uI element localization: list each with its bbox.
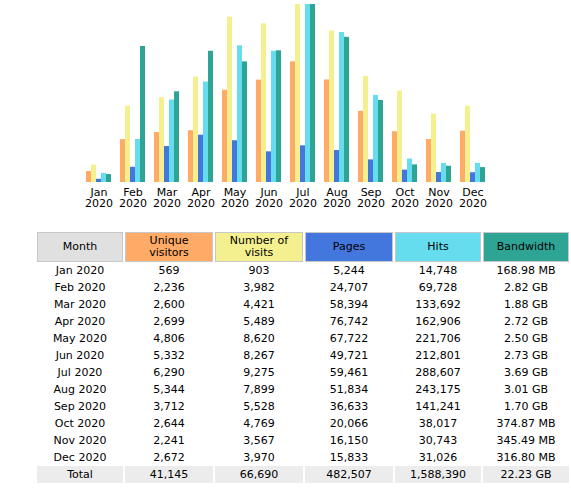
html-text:2.72 GB: 2.72 GB [504, 315, 548, 328]
html-text:69,728: 69,728 [418, 281, 458, 294]
html-text:141,241: 141,241 [415, 400, 461, 413]
html-text:May 2020: May 2020 [52, 332, 108, 345]
html-text:14,748: 14,748 [418, 264, 458, 277]
html-text:374.87 MB: 374.87 MB [496, 417, 556, 430]
html-text:38,017: 38,017 [418, 417, 458, 430]
html-text:5,489: 5,489 [243, 315, 275, 328]
html-text:1,588,390: 1,588,390 [410, 468, 466, 481]
html-text:5,332: 5,332 [153, 349, 185, 362]
html-text:8,620: 8,620 [243, 332, 275, 345]
html-text:Jan 2020: Jan 2020 [55, 264, 105, 277]
html-text:2.73 GB: 2.73 GB [504, 349, 548, 362]
svg-text:Jan2020: Jan2020 [85, 186, 113, 210]
html-text:51,834: 51,834 [329, 383, 369, 396]
svg-text:Oct2020: Oct2020 [391, 186, 419, 210]
html-text:4,421: 4,421 [243, 298, 275, 311]
html-text:20,066: 20,066 [329, 417, 369, 430]
html-text:133,692: 133,692 [415, 298, 461, 311]
html-text:58,394: 58,394 [329, 298, 369, 311]
html-text:30,743: 30,743 [418, 434, 458, 447]
html-text:49,721: 49,721 [329, 349, 369, 362]
html-text:Total: Total [67, 468, 93, 481]
html-text:Feb 2020: Feb 2020 [54, 281, 106, 294]
html-text:76,742: 76,742 [329, 315, 369, 328]
svg-text:Jul2020: Jul2020 [289, 186, 317, 210]
svg-text:Aug2020: Aug2020 [323, 186, 351, 210]
html-text:162,906: 162,906 [415, 315, 461, 328]
html-text:3,970: 3,970 [243, 451, 275, 464]
html-text:2,672: 2,672 [153, 451, 185, 464]
html-text:4,806: 4,806 [153, 332, 185, 345]
html-text:2,600: 2,600 [153, 298, 185, 311]
html-text:16,150: 16,150 [329, 434, 369, 447]
html-text:Jun 2020: Jun 2020 [55, 349, 105, 362]
html-text:Mar 2020: Mar 2020 [53, 298, 107, 311]
html-text:15,833: 15,833 [329, 451, 369, 464]
html-text:2,236: 2,236 [153, 281, 185, 294]
html-text:Number of visits: Number of visits [229, 234, 289, 259]
html-text:8,267: 8,267 [243, 349, 275, 362]
html-text:31,026: 31,026 [418, 451, 458, 464]
html-text:Hits: Hits [427, 240, 449, 253]
html-text:243,175: 243,175 [415, 383, 461, 396]
svg-text:Apr2020: Apr2020 [187, 186, 215, 210]
html-text:67,722: 67,722 [329, 332, 369, 345]
html-text:1.70 GB: 1.70 GB [504, 400, 548, 413]
html-text:2,241: 2,241 [153, 434, 185, 447]
html-text:3,712: 3,712 [153, 400, 185, 413]
svg-text:May2020: May2020 [221, 186, 249, 210]
html-text:24,707: 24,707 [329, 281, 369, 294]
html-text:345.49 MB: 345.49 MB [496, 434, 556, 447]
html-text:168.98 MB: 168.98 MB [496, 264, 556, 277]
html-text:5,344: 5,344 [153, 383, 185, 396]
html-text:3,982: 3,982 [243, 281, 275, 294]
html-text:2,699: 2,699 [153, 315, 185, 328]
html-text:9,275: 9,275 [243, 366, 275, 379]
html-text:Month: Month [62, 240, 98, 253]
svg-text:Feb2020: Feb2020 [119, 186, 147, 210]
html-text:2.50 GB: 2.50 GB [504, 332, 548, 345]
html-text:482,507: 482,507 [326, 468, 372, 481]
html-text:Aug 2020: Aug 2020 [53, 383, 107, 396]
html-text:5,528: 5,528 [243, 400, 275, 413]
html-text:288,607: 288,607 [415, 366, 461, 379]
html-text:221,706: 221,706 [415, 332, 461, 345]
html-text:3.69 GB: 3.69 GB [504, 366, 548, 379]
html-text:Unique visitors: Unique visitors [149, 234, 189, 259]
html-text:Pages: Pages [332, 240, 366, 253]
html-text:36,633: 36,633 [329, 400, 369, 413]
svg-text:Jun2020: Jun2020 [255, 186, 283, 210]
svg-text:Dec2020: Dec2020 [459, 186, 487, 210]
html-text:569: 569 [158, 264, 180, 277]
html-text:316.80 MB: 316.80 MB [496, 451, 556, 464]
html-text:1.88 GB: 1.88 GB [504, 298, 548, 311]
html-text:3,567: 3,567 [243, 434, 275, 447]
html-text:22.23 GB: 22.23 GB [500, 468, 552, 481]
html-text:Bandwidth: Bandwidth [496, 240, 556, 253]
svg-text:Sep2020: Sep2020 [357, 186, 385, 210]
svg-text:Mar2020: Mar2020 [153, 186, 181, 210]
html-text:Nov 2020: Nov 2020 [53, 434, 107, 447]
html-text:5,244: 5,244 [333, 264, 365, 277]
html-text:6,290: 6,290 [153, 366, 185, 379]
html-text:Dec 2020: Dec 2020 [53, 451, 107, 464]
html-text:7,899: 7,899 [243, 383, 275, 396]
html-text:59,461: 59,461 [329, 366, 369, 379]
html-text:903: 903 [248, 264, 270, 277]
html-text:Jul 2020: Jul 2020 [57, 366, 103, 379]
html-text:41,145: 41,145 [149, 468, 189, 481]
html-text:4,769: 4,769 [243, 417, 275, 430]
html-text:3.01 GB: 3.01 GB [504, 383, 548, 396]
svg-text:Nov2020: Nov2020 [425, 186, 453, 210]
html-text:66,690: 66,690 [239, 468, 279, 481]
html-text:Sep 2020: Sep 2020 [53, 400, 107, 413]
html-text:212,801: 212,801 [415, 349, 461, 362]
html-text:Oct 2020: Oct 2020 [54, 417, 106, 430]
html-text:2.82 GB: 2.82 GB [504, 281, 548, 294]
html-text:2,644: 2,644 [153, 417, 185, 430]
html-text:Apr 2020: Apr 2020 [54, 315, 106, 328]
